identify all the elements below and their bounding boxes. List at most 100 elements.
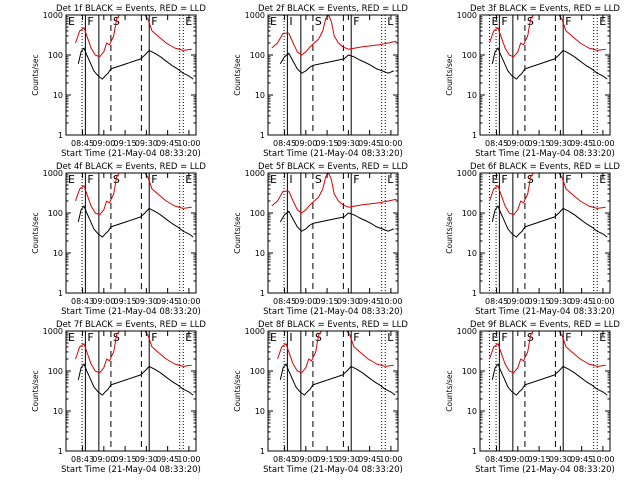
y-tick-label: 1 [260,447,265,456]
x-tick-label: 09:00 [506,139,529,148]
segment-marker-label: E [68,331,75,344]
x-tick-label: 09:30 [135,139,158,148]
chart-title: Det 4f BLACK = Events, RED = LLD [56,162,206,172]
segment-marker-label: E [185,331,192,344]
y-tick-label: 10 [467,91,477,100]
x-tick-label: 09:45 [358,455,381,464]
x-tick-label: 09:15 [114,455,137,464]
x-tick-label: 10:00 [591,139,614,148]
y-tick-label: 1 [58,447,63,456]
segment-marker-label: F [151,173,157,186]
segment-marker-label: F [353,331,359,344]
events-series-line [279,210,394,232]
segment-marker-label: E [185,173,192,186]
y-axis-label: Counts/sec [445,370,454,411]
segment-marker-label: F [501,331,507,344]
y-axis-label: Counts/sec [233,370,242,411]
segment-marker-label: F [565,173,571,186]
segment-marker-label: F [353,173,359,186]
segment-marker-label: S [315,15,322,28]
x-tick-label: 09:45 [156,139,179,148]
x-tick-label: 08:45 [485,139,508,148]
segment-marker-label: E [68,173,75,186]
x-axis-label: Start Time (21-May-04 08:33:20) [61,465,201,475]
x-tick-label: 09:15 [528,297,551,306]
y-tick-label: 100 [462,367,477,376]
segment-marker-label: L [387,173,394,186]
x-tick-label: 10:00 [379,455,402,464]
x-tick-label: 09:15 [528,455,551,464]
segment-marker-label: E [599,173,606,186]
chart-title: Det 7f BLACK = Events, RED = LLD [56,320,206,330]
x-tick-label: 08:45 [273,139,296,148]
x-tick-label: 09:15 [114,139,137,148]
x-tick-label: 10:00 [177,455,200,464]
y-tick-label: 1000 [245,11,265,20]
x-axis-label: Start Time (21-May-04 08:33:20) [61,149,201,159]
y-tick-label: 1000 [43,11,63,20]
x-tick-label: 09:00 [92,297,115,306]
x-tick-label: 09:00 [92,139,115,148]
segment-marker-label: F [565,331,571,344]
y-tick-label: 1000 [43,327,63,336]
x-tick-label: 09:45 [570,139,593,148]
x-tick-label: 09:15 [316,455,339,464]
lld-series-line [271,14,397,56]
y-tick-label: 10 [53,249,63,258]
y-tick-label: 1000 [245,327,265,336]
x-tick-label: 09:00 [506,455,529,464]
y-tick-label: 10 [467,249,477,258]
y-axis-label: Counts/sec [31,212,40,253]
x-tick-label: 09:30 [135,297,158,306]
x-tick-label: 08:43 [71,455,94,464]
y-tick-label: 100 [48,367,63,376]
x-tick-label: 10:00 [379,297,402,306]
events-series-line [491,205,608,238]
plot-frame [65,14,197,136]
chart-title: Det 9f BLACK = Events, RED = LLD [470,320,620,330]
x-tick-label: 09:45 [358,139,381,148]
y-tick-label: 1000 [245,169,265,178]
y-tick-label: 1 [472,131,477,140]
segment-marker-label: L [387,15,394,28]
x-tick-label: 09:30 [337,455,360,464]
chart-title: Det 3f BLACK = Events, RED = LLD [470,4,620,14]
x-tick-label: 08:45 [273,297,296,306]
y-tick-label: 10 [467,407,477,416]
x-tick-label: 09:15 [114,297,137,306]
segment-marker-label: E [491,331,498,344]
y-axis-label: Counts/sec [31,54,40,95]
y-tick-label: 100 [250,51,265,60]
y-tick-label: 1000 [457,11,477,20]
x-tick-label: 09:00 [506,297,529,306]
y-tick-label: 10 [255,249,265,258]
x-tick-label: 09:00 [294,455,317,464]
x-tick-label: 09:45 [156,297,179,306]
y-tick-label: 1000 [43,169,63,178]
chart-title: Det 6f BLACK = Events, RED = LLD [470,162,620,172]
chart-title: Det 5f BLACK = Events, RED = LLD [258,162,408,172]
segment-marker-label: I [289,331,292,344]
y-tick-label: 1 [260,289,265,298]
x-tick-label: 09:15 [316,139,339,148]
x-tick-label: 09:15 [528,139,551,148]
segment-marker-label: S [315,173,322,186]
x-tick-label: 08:45 [485,455,508,464]
x-tick-label: 09:30 [337,297,360,306]
segment-marker-label: F [501,173,507,186]
plot-frame [65,172,197,294]
x-tick-label: 10:00 [379,139,402,148]
segment-marker-label: L [387,331,394,344]
plot-frame [479,172,611,294]
events-series-line [77,205,194,238]
y-tick-label: 10 [53,407,63,416]
x-axis-label: Start Time (21-May-04 08:33:20) [263,149,403,159]
x-tick-label: 08:45 [273,455,296,464]
y-tick-label: 10 [255,91,265,100]
segment-marker-label: F [87,173,93,186]
